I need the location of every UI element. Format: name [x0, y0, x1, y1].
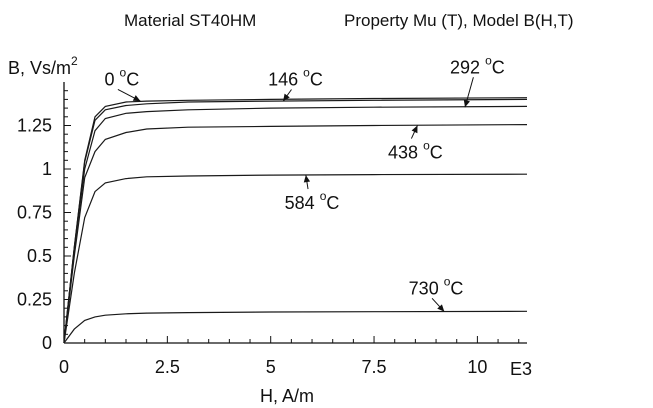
x-tick-label: 10 [467, 357, 487, 377]
x-tick-label: 0 [59, 357, 69, 377]
annotation-arrowhead-2 [463, 99, 470, 108]
annotation-arrowhead-3 [411, 125, 418, 134]
y-tick-label: 0.25 [17, 290, 52, 310]
y-tick-label: 0.5 [27, 246, 52, 266]
x-axis-label: H, A/m [260, 386, 314, 406]
annotation-arrowhead-4 [303, 175, 311, 183]
annotation-arrowhead-0 [132, 95, 141, 102]
series-line-2 [63, 105, 528, 344]
degree-sup: o [303, 65, 310, 79]
temperature-label-1: 146 oC [268, 65, 323, 102]
degree-sup: o [320, 189, 327, 203]
svg-text:292 oC: 292 oC [450, 53, 505, 77]
temperature-unit: C [310, 69, 323, 89]
series-line-1 [63, 98, 528, 344]
temperature-label-0: 0 oC [105, 65, 141, 102]
y-axis-label-sup: 2 [71, 54, 78, 68]
chart-title: Material ST40HM [124, 11, 256, 30]
svg-text:146 oC: 146 oC [268, 65, 323, 89]
temperature-unit: C [326, 193, 339, 213]
series-line-5 [63, 310, 528, 344]
temperature-value: 0 [105, 69, 120, 89]
series [63, 97, 528, 344]
temperature-unit: C [430, 143, 443, 163]
temperature-label-2: 292 oC [450, 53, 505, 108]
x-tick-label: 5 [266, 357, 276, 377]
degree-sup: o [120, 65, 127, 79]
y-axis-label: B, Vs/m2 [8, 54, 78, 78]
svg-text:B, Vs/m2: B, Vs/m2 [8, 54, 78, 78]
degree-sup: o [423, 139, 430, 153]
x-tick-label: 7.5 [362, 357, 387, 377]
y-axis-label-text: B, Vs/m [8, 58, 71, 78]
svg-text:438 oC: 438 oC [388, 139, 443, 163]
degree-sup: o [444, 274, 451, 288]
temperature-label-3: 438 oC [388, 125, 443, 163]
series-line-4 [63, 173, 528, 344]
annotation-arrowhead-5 [437, 304, 445, 312]
svg-text:730 oC: 730 oC [409, 274, 464, 298]
y-tick-label: 1.25 [17, 116, 52, 136]
temperature-unit: C [492, 57, 505, 77]
temperature-value: 146 [268, 69, 303, 89]
svg-text:0 oC: 0 oC [105, 65, 140, 89]
temperature-value: 438 [388, 143, 423, 163]
y-tick-label: 0.75 [17, 203, 52, 223]
series-line-3 [63, 124, 528, 344]
degree-sup: o [485, 53, 492, 67]
x-tick-label: 2.5 [155, 357, 180, 377]
annotation-arrowhead-1 [283, 93, 290, 102]
temperature-value: 292 [450, 57, 485, 77]
temperature-label-4: 584 oC [285, 175, 340, 213]
temperature-unit: C [450, 278, 463, 298]
svg-text:584 oC: 584 oC [285, 189, 340, 213]
y-tick-label: 1 [42, 159, 52, 179]
x-axis-multiplier: E3 [510, 359, 532, 379]
series-line-0 [63, 97, 528, 344]
temperature-unit: C [126, 69, 139, 89]
y-tick-label: 0 [42, 333, 52, 353]
chart-subtitle: Property Mu (T), Model B(H,T) [344, 11, 574, 30]
temperature-value: 584 [285, 193, 320, 213]
x-ticks: 0 2.5 5 7.5 10 [59, 336, 520, 377]
temperature-value: 730 [409, 278, 444, 298]
temperature-label-5: 730 oC [409, 274, 464, 313]
y-ticks: 0 0.25 0.5 0.75 1 1.25 [17, 90, 71, 353]
